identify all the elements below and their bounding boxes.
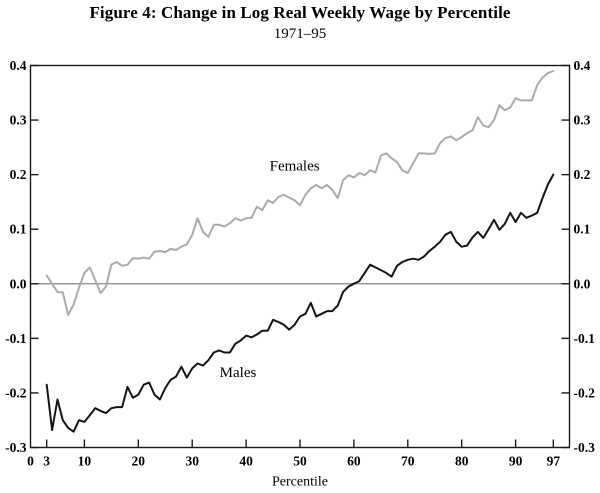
x-tick-label: 97 [547, 454, 561, 469]
x-tick-label: 90 [509, 454, 523, 469]
females-series-label: Females [270, 158, 320, 174]
y-tick-label-right: -0.3 [574, 440, 596, 455]
y-tick-label-left: 0.4 [10, 58, 27, 73]
y-tick-label-right: 0.0 [574, 276, 591, 291]
y-tick-label-left: -0.1 [5, 331, 27, 346]
x-tick-label: 70 [401, 454, 415, 469]
females-line-series [45, 70, 555, 316]
y-tick-label-right: -0.2 [574, 385, 596, 400]
males-line-series [45, 173, 555, 433]
y-axis-tick-labels-right: 0.4 0.3 0.2 0.1 0.0 -0.1 -0.2 -0.3 [574, 58, 596, 455]
y-tick-label-right: 0.2 [574, 167, 591, 182]
x-tick-label: 20 [132, 454, 146, 469]
x-tick-label: 60 [347, 454, 361, 469]
x-tick-label: 0 [27, 454, 34, 469]
x-axis-title: Percentile [272, 475, 328, 490]
y-tick-label-left: -0.2 [5, 385, 27, 400]
x-tick-label: 10 [78, 454, 92, 469]
axis-ticks [30, 64, 570, 449]
x-tick-label: 3 [43, 454, 50, 469]
y-tick-label-left: 0.1 [10, 222, 27, 237]
series-lines [45, 70, 555, 433]
y-tick-label-right: 0.3 [574, 113, 591, 128]
y-tick-label-right: -0.1 [574, 331, 596, 346]
y-tick-label-left: 0.0 [10, 276, 27, 291]
x-axis-title-text: Percentile [272, 475, 328, 490]
x-tick-label: 30 [185, 454, 199, 469]
x-tick-label: 40 [239, 454, 253, 469]
x-tick-label: 50 [293, 454, 307, 469]
series-inline-labels: Females Males [220, 158, 320, 381]
y-axis-tick-labels-left: 0.4 0.3 0.2 0.1 0.0 -0.1 -0.2 -0.3 [5, 58, 27, 455]
plot-frame [29, 64, 571, 449]
y-tick-label-left: 0.2 [10, 167, 27, 182]
y-tick-label-right: 0.1 [574, 222, 591, 237]
axes-frame [29, 64, 571, 449]
y-tick-label-left: -0.3 [5, 440, 27, 455]
males-series-label: Males [220, 365, 257, 381]
y-tick-label-left: 0.3 [10, 113, 27, 128]
y-tick-label-right: 0.4 [574, 58, 591, 73]
x-tick-label: 80 [455, 454, 469, 469]
figure-title: Figure 4: Change in Log Real Weekly Wage… [89, 3, 511, 22]
x-axis-tick-labels: 0 3 10 20 30 40 50 60 70 80 90 97 [27, 454, 560, 469]
figure-subtitle: 1971–95 [273, 26, 327, 42]
